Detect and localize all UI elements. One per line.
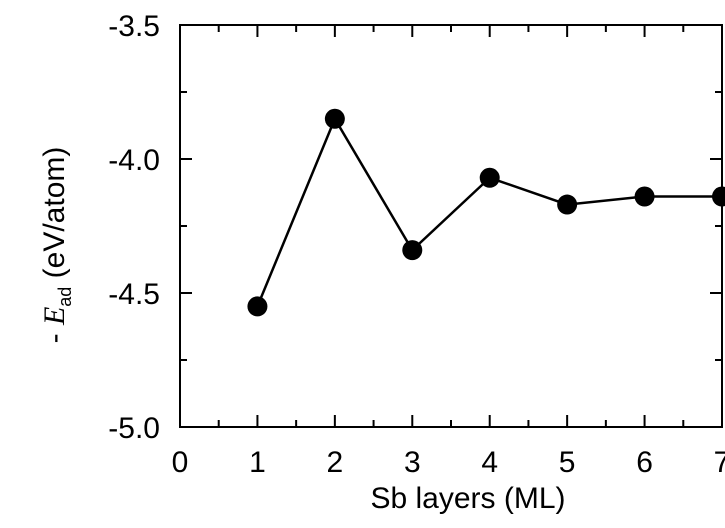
y-axis-title-unit: (eV/atom) bbox=[38, 147, 71, 287]
data-point bbox=[324, 108, 345, 129]
data-point bbox=[557, 194, 578, 215]
data-point bbox=[247, 296, 268, 317]
data-point bbox=[402, 240, 423, 261]
axis-ticks bbox=[179, 24, 723, 428]
x-tick-label: 3 bbox=[404, 446, 421, 479]
y-tick-label: -4.5 bbox=[108, 278, 160, 311]
x-tick-label: 2 bbox=[327, 446, 344, 479]
plot-frame-box bbox=[179, 24, 723, 428]
x-tick-label: 6 bbox=[636, 446, 653, 479]
y-axis-title: - Ead (eV/atom) bbox=[38, 147, 75, 344]
x-tick-label: 4 bbox=[481, 446, 498, 479]
data-series bbox=[247, 108, 725, 317]
x-tick-label: 7 bbox=[714, 446, 725, 479]
y-axis-title-symbol: E bbox=[38, 307, 71, 326]
y-tick-label: -4.0 bbox=[108, 144, 160, 177]
x-tick-label: 0 bbox=[172, 446, 189, 479]
x-tick-label: 1 bbox=[249, 446, 266, 479]
y-axis-title-prefix: - bbox=[38, 325, 71, 343]
series-line bbox=[256, 116, 722, 307]
x-tick-label: 5 bbox=[559, 446, 576, 479]
plot-frame bbox=[179, 24, 723, 428]
data-point bbox=[479, 167, 500, 188]
x-axis-title: Sb layers (ML) bbox=[370, 482, 565, 515]
y-tick-label: -3.5 bbox=[108, 10, 160, 43]
tick-labels: 0 1 2 3 4 5 6 7 -3.5 -4.0 -4.5 -5.0 bbox=[108, 10, 725, 479]
y-axis-title-subscript: ad bbox=[55, 287, 75, 307]
data-point bbox=[634, 186, 655, 207]
y-tick-label: -5.0 bbox=[108, 412, 160, 445]
data-point bbox=[712, 186, 725, 207]
